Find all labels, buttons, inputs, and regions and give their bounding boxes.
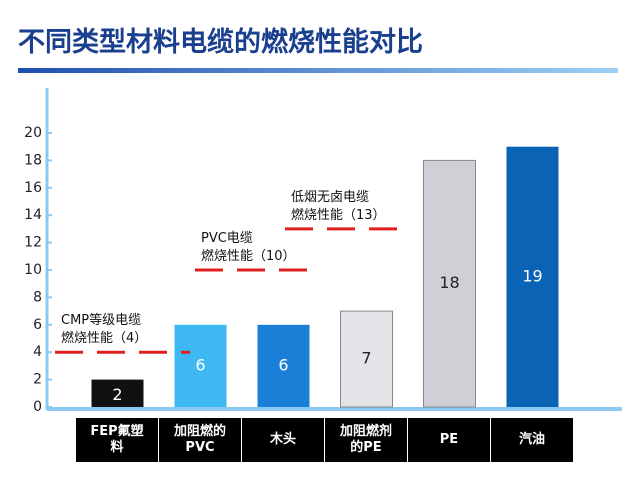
y-tick-label: 4 — [33, 344, 42, 360]
y-tick-label: 10 — [24, 262, 42, 278]
annotation: 低烟无卤电缆 燃烧性能（13） — [291, 189, 386, 223]
category-label: 加阻燃剂 的PE — [325, 418, 407, 462]
title-underline — [18, 68, 618, 73]
value-label: 19 — [522, 266, 542, 285]
category-label: 木头 — [242, 418, 324, 462]
category-label: 汽油 — [491, 418, 573, 462]
chart-title: 不同类型材料电缆的燃烧性能对比 — [18, 27, 423, 58]
bar — [174, 324, 227, 407]
value-label: 6 — [278, 355, 288, 374]
y-tick-label: 12 — [24, 235, 42, 251]
annotation: CMP等级电缆 燃烧性能（4） — [61, 313, 148, 347]
value-label: 6 — [195, 355, 205, 374]
y-tick-label: 14 — [24, 207, 42, 223]
category-label: FEP氟塑 料 — [76, 418, 158, 462]
y-tick-label: 18 — [24, 152, 42, 168]
y-tick-label: 20 — [24, 125, 42, 141]
category-label: PE — [408, 418, 490, 462]
bar — [340, 310, 393, 408]
category-label: 加阻燃的 PVC — [159, 418, 241, 462]
y-tick-label: 0 — [33, 399, 42, 415]
value-label: 18 — [439, 273, 459, 292]
bar — [91, 379, 144, 407]
annotation: PVC电缆 燃烧性能（10） — [201, 231, 296, 264]
bar — [423, 159, 476, 408]
value-label: 2 — [112, 385, 122, 404]
value-label: 7 — [361, 349, 371, 368]
bar — [257, 324, 310, 407]
y-tick-label: 6 — [33, 317, 42, 333]
y-tick-label: 2 — [33, 372, 42, 388]
bar — [506, 146, 559, 407]
y-tick-label: 8 — [33, 289, 42, 305]
y-tick-label: 16 — [24, 180, 42, 196]
